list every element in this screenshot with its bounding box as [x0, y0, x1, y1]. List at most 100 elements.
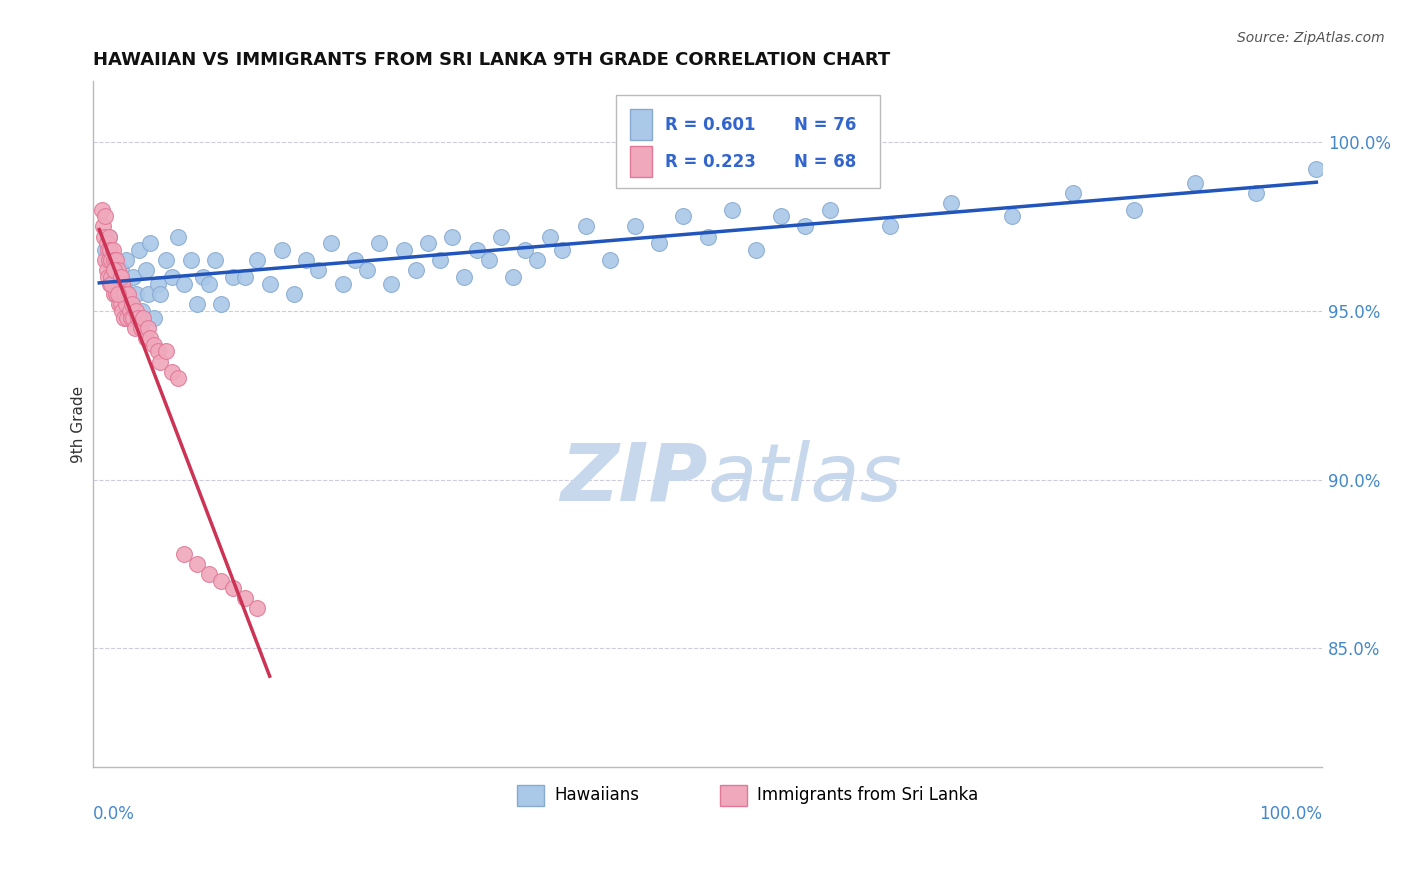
Bar [616, 95, 880, 187]
Point [139, 236, 162, 251]
Point [1122, 202, 1144, 217]
Bar [630, 146, 652, 178]
Point [162, 270, 184, 285]
Point [1001, 210, 1024, 224]
Point [551, 243, 574, 257]
Point [128, 243, 150, 257]
Point [209, 574, 232, 588]
Point [98, 277, 121, 291]
Point [124, 320, 146, 334]
Point [101, 277, 124, 291]
Point [115, 297, 138, 311]
Point [104, 263, 127, 277]
Point [127, 310, 149, 325]
Point [90, 202, 112, 217]
Point [103, 253, 125, 268]
Point [307, 263, 329, 277]
Point [155, 344, 177, 359]
Point [125, 287, 148, 301]
Point [204, 253, 226, 268]
Point [97, 270, 120, 285]
Point [233, 270, 256, 285]
Point [107, 287, 129, 301]
Point [818, 202, 841, 217]
Point [94, 210, 117, 224]
Point [180, 253, 202, 268]
Text: Hawaiians: Hawaiians [554, 787, 640, 805]
Point [416, 236, 439, 251]
Point [696, 229, 718, 244]
Point [941, 195, 963, 210]
Point [1244, 186, 1267, 200]
Text: HAWAIIAN VS IMMIGRANTS FROM SRI LANKA 9TH GRADE CORRELATION CHART: HAWAIIAN VS IMMIGRANTS FROM SRI LANKA 9T… [93, 51, 890, 69]
Point [94, 253, 117, 268]
Point [114, 287, 136, 301]
Point [392, 243, 415, 257]
Point [108, 270, 131, 285]
Point [111, 304, 134, 318]
Point [98, 243, 121, 257]
Point [107, 287, 129, 301]
Point [100, 270, 122, 285]
Point [120, 310, 142, 325]
Point [222, 581, 245, 595]
Text: R = 0.601: R = 0.601 [665, 116, 755, 134]
Point [105, 253, 128, 268]
Point [93, 229, 115, 244]
Text: ZIP: ZIP [561, 440, 707, 517]
Point [283, 287, 305, 301]
Point [167, 229, 190, 244]
Point [186, 557, 208, 571]
Point [118, 304, 141, 318]
Bar [720, 785, 747, 805]
Point [121, 297, 143, 311]
Point [162, 365, 184, 379]
Point [648, 236, 671, 251]
Point [441, 229, 464, 244]
Bar [630, 109, 652, 139]
Point [117, 310, 139, 325]
Y-axis label: 9th Grade: 9th Grade [72, 385, 86, 463]
Point [98, 229, 121, 244]
Point [149, 354, 172, 368]
Point [1305, 162, 1327, 177]
Point [721, 202, 744, 217]
Point [105, 287, 128, 301]
Point [98, 229, 121, 244]
Point [129, 320, 152, 334]
Point [134, 263, 156, 277]
Point [1184, 176, 1206, 190]
Point [111, 277, 134, 291]
Text: 0.0%: 0.0% [93, 805, 135, 823]
Point [146, 277, 169, 291]
Point [115, 253, 138, 268]
Point [233, 591, 256, 605]
Point [489, 229, 512, 244]
Point [136, 287, 159, 301]
Point [110, 277, 132, 291]
Point [136, 320, 159, 334]
Point [538, 229, 561, 244]
Point [100, 253, 122, 268]
Point [149, 287, 172, 301]
Point [100, 277, 122, 291]
Point [332, 277, 354, 291]
Point [198, 567, 221, 582]
Point [103, 263, 125, 277]
Point [112, 277, 135, 291]
Point [368, 236, 391, 251]
Point [186, 297, 208, 311]
Point [623, 219, 645, 234]
Point [101, 243, 124, 257]
Point [526, 253, 548, 268]
Point [132, 310, 155, 325]
Point [745, 243, 768, 257]
Point [515, 243, 537, 257]
Point [117, 287, 139, 301]
Point [146, 344, 169, 359]
Point [110, 297, 132, 311]
Point [118, 304, 141, 318]
Text: N = 76: N = 76 [794, 116, 856, 134]
Point [107, 270, 129, 285]
Point [465, 243, 488, 257]
